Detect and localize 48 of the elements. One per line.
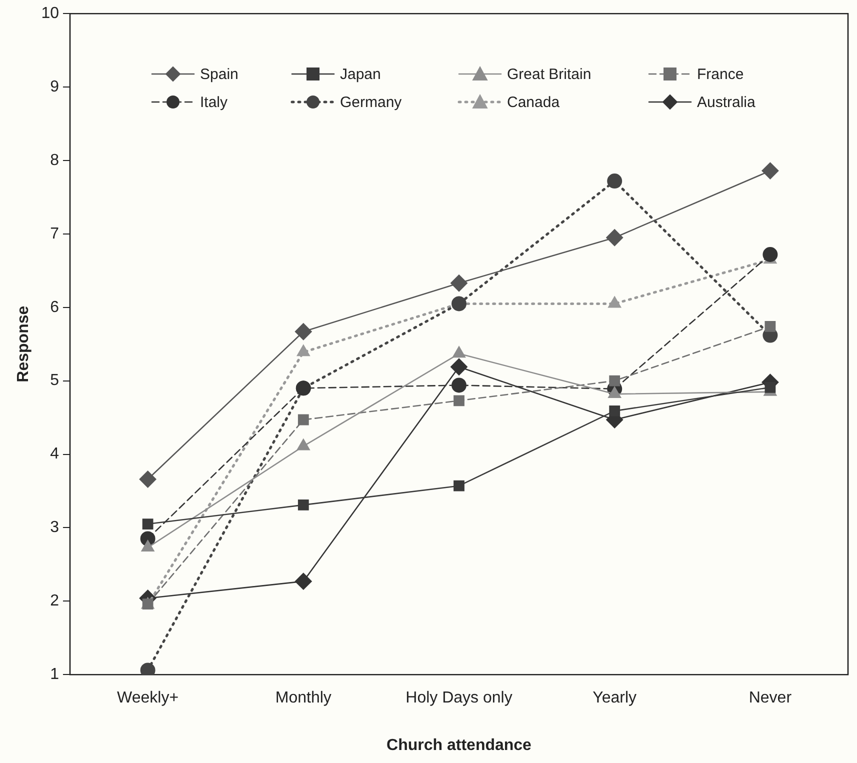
y-tick-label: 5 [50, 372, 60, 390]
point [296, 438, 310, 450]
y-tick-label: 7 [50, 225, 60, 242]
point [764, 382, 776, 393]
point [452, 378, 466, 393]
y-tick-label: 8 [50, 152, 60, 169]
point [764, 321, 776, 332]
point [762, 162, 779, 180]
legend-label: France [697, 66, 744, 82]
x-tick-label: Yearly [592, 690, 637, 707]
x-tick-label: Never [748, 690, 792, 707]
y-tick-label: 2 [50, 592, 60, 610]
y-tick-label: 9 [50, 78, 60, 96]
point [298, 414, 309, 426]
point [762, 247, 778, 262]
legend-label: Germany [340, 94, 402, 110]
point [139, 470, 156, 488]
point [608, 386, 622, 398]
y-axis-title: Response [15, 306, 32, 382]
point [450, 274, 468, 292]
point [454, 395, 464, 406]
y-tick-label: 6 [50, 298, 60, 316]
y-tick-label: 1 [50, 666, 60, 684]
point [294, 572, 312, 590]
y-tick-label: 3 [50, 519, 60, 536]
x-tick-label: Weekly+ [117, 690, 179, 707]
legend-label: Australia [697, 94, 756, 110]
point [142, 518, 154, 530]
point [609, 375, 620, 386]
point [452, 296, 466, 312]
point [298, 499, 309, 510]
point [294, 323, 312, 340]
legend-label: Spain [200, 66, 238, 82]
point [609, 405, 620, 416]
legend-label: Italy [200, 94, 228, 110]
x-tick-label: Holy Days only [406, 690, 512, 707]
y-tick-label: 10 [41, 5, 60, 22]
x-tick-label: Monthly [275, 690, 332, 707]
point [141, 540, 154, 552]
point [454, 480, 464, 492]
point [450, 358, 468, 376]
point [606, 229, 624, 246]
legend-label: Great Britain [507, 66, 592, 82]
x-axis-title: Church attendance [386, 736, 532, 754]
point [607, 174, 622, 189]
y-tick-label: 4 [50, 446, 60, 463]
legend-label: Japan [340, 66, 381, 82]
legend-label: Canada [507, 94, 560, 110]
